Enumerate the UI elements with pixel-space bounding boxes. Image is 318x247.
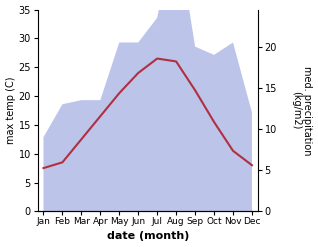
Y-axis label: max temp (C): max temp (C) xyxy=(5,77,16,144)
Y-axis label: med. precipitation
(kg/m2): med. precipitation (kg/m2) xyxy=(291,66,313,155)
X-axis label: date (month): date (month) xyxy=(107,231,189,242)
